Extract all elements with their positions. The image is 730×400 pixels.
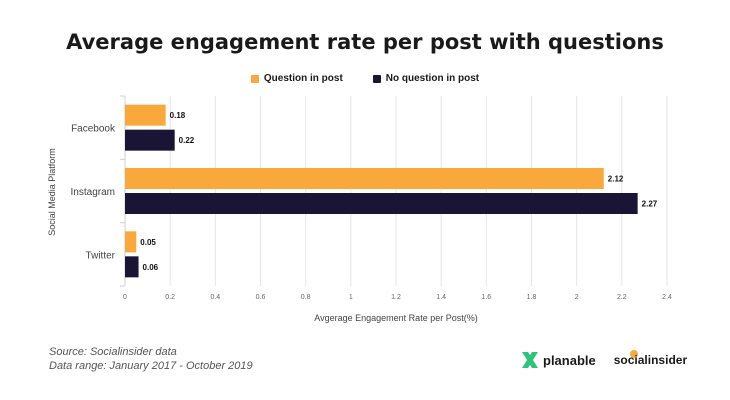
bar (125, 104, 166, 126)
x-tick-label: 1.2 (391, 294, 401, 301)
x-axis-title: Avgerage Engagement Rate per Post(%) (314, 313, 477, 323)
bar-value-label: 0.18 (170, 111, 186, 120)
source-note: Source: Socialinsider data (49, 346, 177, 358)
socialinsider-dot-icon (630, 350, 638, 358)
chart-title: Average engagement rate per post with qu… (66, 30, 664, 54)
bar-value-label: 2.12 (608, 175, 624, 184)
legend-label-no-question: No question in post (385, 73, 480, 84)
socialinsider-wordmark: socialinsider (613, 353, 688, 367)
category-label: Facebook (71, 124, 116, 135)
y-axis-title: Social Media Platform (47, 148, 57, 236)
legend-label-question: Question in post (263, 73, 343, 84)
legend: Question in post No question in post (0, 73, 730, 84)
bar-value-label: 0.06 (143, 263, 159, 272)
x-tick-label: 0.6 (256, 294, 266, 301)
legend-swatch-no-question (372, 74, 381, 83)
bar (125, 168, 604, 189)
legend-item-no-question[interactable]: No question in post (372, 73, 480, 84)
category-label: Twitter (86, 250, 116, 261)
bar-value-label: 2.27 (642, 200, 658, 209)
x-tick-label: 0 (123, 294, 127, 301)
socialinsider-logo: socialinsider (614, 353, 687, 367)
x-tick-label: 0.2 (165, 294, 175, 301)
x-tick-label: 2.2 (617, 294, 627, 301)
legend-item-question[interactable]: Question in post (250, 73, 343, 84)
x-tick-label: 1.4 (436, 294, 446, 301)
logos: planable socialinsider (521, 351, 687, 369)
x-tick-label: 1.8 (527, 294, 537, 301)
planable-x-icon (522, 352, 538, 368)
bar (125, 129, 175, 151)
bar (125, 256, 139, 278)
bar-value-label: 0.05 (140, 238, 156, 247)
bar-value-label: 0.22 (179, 136, 195, 145)
planable-wordmark: planable (543, 352, 596, 368)
bar (125, 193, 638, 214)
bar (125, 231, 137, 253)
x-tick-label: 2.4 (662, 294, 672, 301)
planable-logo: planable (521, 351, 596, 369)
data-range-note: Data range: January 2017 - October 2019 (49, 360, 253, 372)
x-tick-label: 0.8 (301, 294, 311, 301)
footer: Source: Socialinsider data Data range: J… (49, 345, 253, 373)
x-tick-label: 0.4 (210, 294, 220, 301)
legend-swatch-question (250, 74, 259, 83)
category-label: Instagram (71, 187, 115, 198)
x-tick-label: 1.6 (481, 294, 491, 301)
x-tick-label: 1 (349, 294, 353, 301)
x-tick-label: 2 (575, 294, 579, 301)
